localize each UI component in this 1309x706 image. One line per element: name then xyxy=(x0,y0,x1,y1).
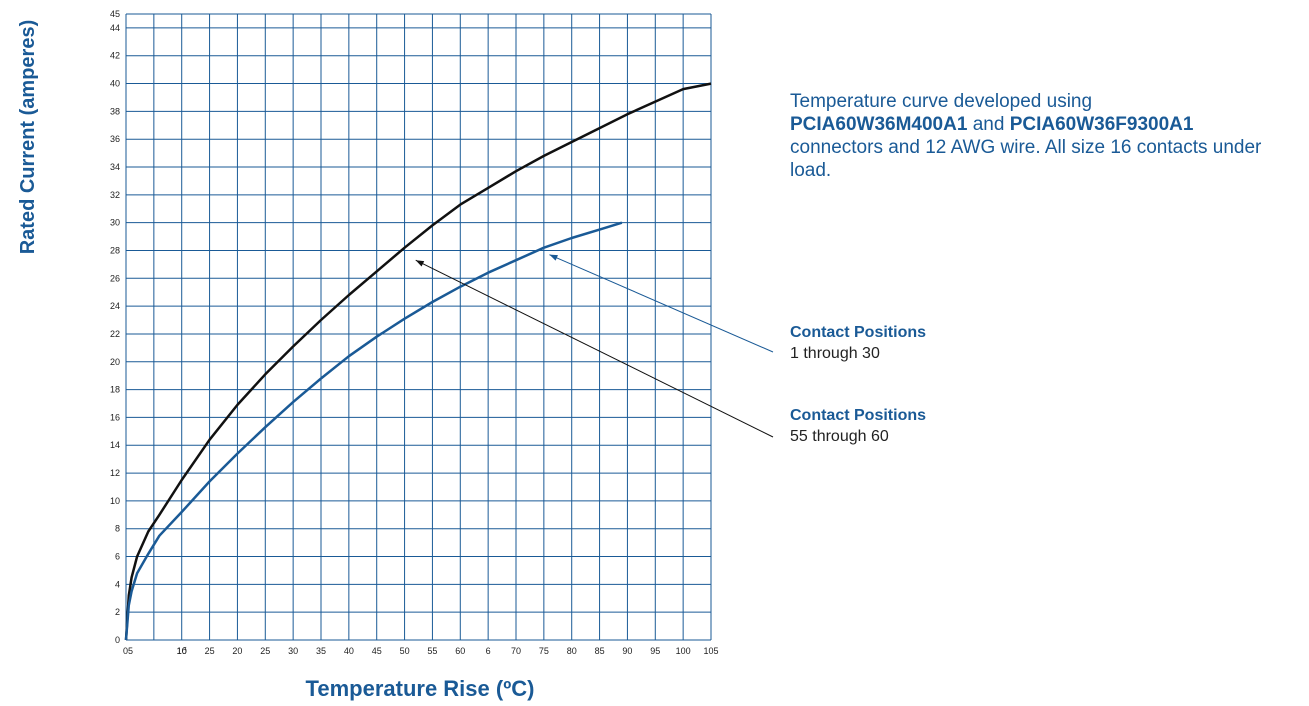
note-part-a: PCIA60W36M400A1 xyxy=(790,114,968,135)
series-line-2 xyxy=(124,221,623,641)
note-line3: connectors and 12 AWG wire. All size 16 … xyxy=(790,137,1262,181)
callout-pointer-1 xyxy=(549,254,774,353)
x-tick-label: 85 xyxy=(595,646,605,656)
x-tick-label: 75 xyxy=(539,646,549,656)
x-tick-label: 100 xyxy=(676,646,691,656)
x-tick-label: 1б xyxy=(177,646,187,656)
y-tick-label: 45 xyxy=(110,9,120,19)
x-tick-label: 60 xyxy=(455,646,465,656)
x-tick-label: 10 xyxy=(177,646,187,656)
y-tick-label: 10 xyxy=(110,496,120,506)
callout-arrowhead-1 xyxy=(549,254,558,261)
callout-pointer-2 xyxy=(415,259,774,438)
x-tick-label: 80 xyxy=(567,646,577,656)
x-tick-label: 45 xyxy=(372,646,382,656)
x-tick-label: 25 xyxy=(205,646,215,656)
y-tick-label: 2 xyxy=(115,607,120,617)
note-and: and xyxy=(967,114,1010,135)
y-tick-label: 12 xyxy=(110,468,120,478)
x-tick-label: 05 xyxy=(123,646,133,656)
y-tick-label: 42 xyxy=(110,51,120,61)
x-tick-label: 6 xyxy=(486,646,491,656)
callout-positions-55-60: Contact Positions 55 through 60 xyxy=(790,405,926,447)
x-tick-label: 50 xyxy=(400,646,410,656)
y-tick-label: 26 xyxy=(110,273,120,283)
pointers xyxy=(415,254,774,438)
series-line-1 xyxy=(124,82,712,641)
y-axis-label: Rated Current (amperes) xyxy=(17,19,39,255)
callout-title: Contact Positions xyxy=(790,324,927,341)
y-ticks: 0246810121416182022242628303234363840424… xyxy=(110,9,120,645)
x-tick-label: 105 xyxy=(703,646,718,656)
callout-subtitle: 55 through 60 xyxy=(790,428,889,445)
curve-note: Temperature curve developed using PCIA60… xyxy=(790,90,1305,182)
y-tick-label: 24 xyxy=(110,301,120,311)
callout-subtitle: 1 through 30 xyxy=(790,345,880,362)
y-tick-label: 30 xyxy=(110,218,120,228)
x-tick-label: 40 xyxy=(344,646,354,656)
callout-positions-1-30: Contact Positions 1 through 30 xyxy=(790,322,926,364)
x-tick-label: 20 xyxy=(232,646,242,656)
y-tick-label: 38 xyxy=(110,106,120,116)
y-tick-label: 6 xyxy=(115,552,120,562)
x-tick-label: 30 xyxy=(288,646,298,656)
y-tick-label: 32 xyxy=(110,190,120,200)
y-tick-label: 22 xyxy=(110,329,120,339)
x-tick-label: 70 xyxy=(511,646,521,656)
y-tick-label: 20 xyxy=(110,357,120,367)
x-tick-label: 25 xyxy=(260,646,270,656)
x-axis-label: Temperature Rise (ºC) xyxy=(305,676,535,701)
grid xyxy=(125,13,712,641)
y-tick-label: 14 xyxy=(110,440,120,450)
y-tick-label: 0 xyxy=(115,635,120,645)
note-line1: Temperature curve developed using xyxy=(790,91,1093,112)
callout-title: Contact Positions xyxy=(790,407,927,424)
y-tick-label: 44 xyxy=(110,23,120,33)
series xyxy=(124,82,712,641)
note-part-b: PCIA60W36F9300A1 xyxy=(1009,114,1194,135)
y-tick-label: 40 xyxy=(110,79,120,89)
x-tick-label: 95 xyxy=(650,646,660,656)
y-tick-label: 34 xyxy=(110,162,120,172)
y-tick-label: 36 xyxy=(110,134,120,144)
y-tick-label: 8 xyxy=(115,524,120,534)
y-tick-label: 16 xyxy=(110,412,120,422)
y-tick-label: 28 xyxy=(110,245,120,255)
x-tick-label: 55 xyxy=(427,646,437,656)
callout-arrowhead-2 xyxy=(415,260,425,267)
x-tick-label: 90 xyxy=(622,646,632,656)
y-tick-label: 18 xyxy=(110,385,120,395)
x-tick-label: 35 xyxy=(316,646,326,656)
y-tick-label: 4 xyxy=(115,579,120,589)
